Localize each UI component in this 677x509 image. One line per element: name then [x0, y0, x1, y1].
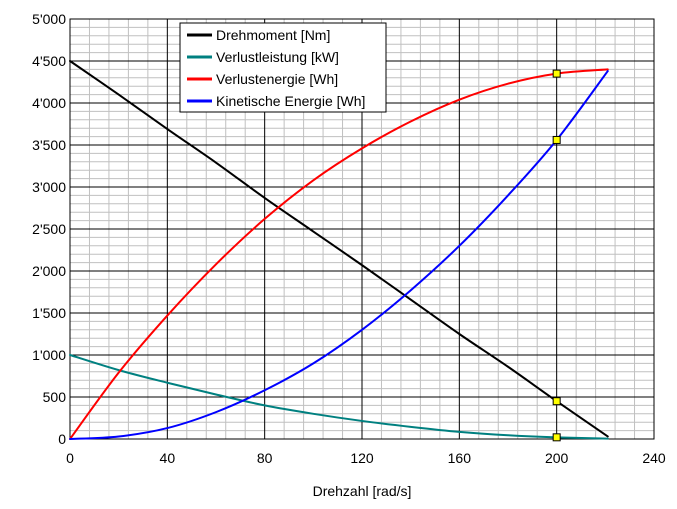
legend-label-verlustenergie: Verlustenergie [Wh]: [216, 71, 338, 87]
legend-label-kinetische-energie: Kinetische Energie [Wh]: [216, 93, 365, 109]
legend-box: [179, 22, 387, 113]
data-marker: [552, 433, 561, 442]
y-tick-label: 1'500: [32, 305, 66, 321]
y-tick-label: 3'000: [32, 179, 66, 195]
y-tick-label: 4'000: [32, 95, 66, 111]
y-tick-label: 0: [58, 431, 66, 447]
data-marker: [552, 135, 561, 144]
x-axis-label: Drehzahl [rad/s]: [313, 483, 412, 499]
y-tick-label: 5'000: [32, 11, 66, 27]
y-tick-labels: 0 500 1'000 1'500 2'000 2'500 3'000 3'500 4'000 4…: [32, 11, 66, 447]
x-tick-label: 0: [66, 450, 74, 466]
y-tick-label: 1'000: [32, 347, 66, 363]
series-line-drehmoment: [69, 60, 609, 438]
y-tick-label: 3'500: [32, 137, 66, 153]
series-line-kinetische-energie: [69, 70, 609, 440]
legend-items: Drehmoment [Nm] Verlustleistung [kW] Verlu…: [187, 27, 365, 109]
x-tick-label: 160: [448, 450, 472, 466]
x-tick-labels: 0 40 80 120 160 200 240: [66, 450, 666, 466]
data-marker: [552, 69, 561, 78]
series-layer: [69, 60, 609, 440]
x-tick-label: 200: [545, 450, 569, 466]
plot-frame: [69, 18, 655, 440]
legend: Drehmoment [Nm] Verlustleistung [kW] Verlu…: [179, 22, 387, 113]
legend-label-drehmoment: Drehmoment [Nm]: [216, 27, 330, 43]
y-tick-label: 2'500: [32, 221, 66, 237]
x-tick-label: 240: [642, 450, 666, 466]
series-line-verlustenergie: [69, 68, 609, 440]
x-tick-label: 120: [350, 450, 374, 466]
marker-layer: [552, 69, 561, 442]
y-tick-label: 2'000: [32, 263, 66, 279]
x-tick-label: 80: [257, 450, 273, 466]
series-line-verlustleistung: [69, 354, 609, 440]
data-marker: [552, 397, 561, 406]
legend-label-verlustleistung: Verlustleistung [kW]: [216, 49, 339, 65]
y-tick-label: 4'500: [32, 53, 66, 69]
x-tick-label: 40: [160, 450, 176, 466]
y-tick-label: 500: [43, 389, 67, 405]
